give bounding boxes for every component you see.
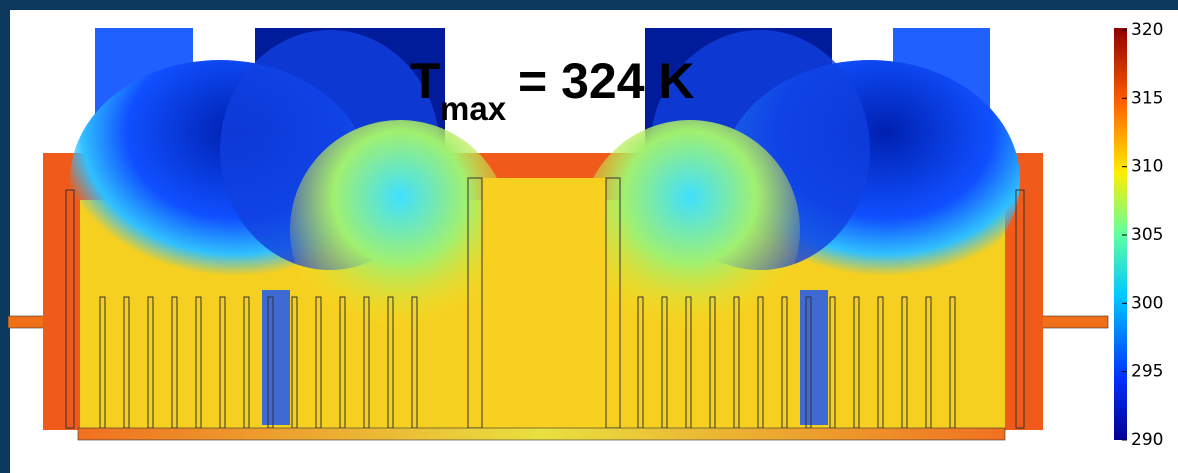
colorbar-tick-label: 320 <box>1131 20 1163 40</box>
colorbar-tick-label: 315 <box>1131 88 1163 108</box>
colorbar-tick-label: 300 <box>1131 293 1163 313</box>
colorbar-tick-label: 295 <box>1131 362 1163 382</box>
left-border <box>0 0 10 473</box>
top-border <box>0 0 1178 10</box>
screenshot: T max = 324 K 290 295 300 305 310 315 320 <box>0 0 1178 473</box>
colorbar-tick-label: 305 <box>1131 225 1163 245</box>
annotation-subscript: max <box>440 90 507 127</box>
colorbar <box>1114 28 1127 440</box>
annotation-symbol: T <box>410 53 441 109</box>
colorbar-tick-label: 290 <box>1131 430 1163 450</box>
colorbar-tick-label: 310 <box>1131 157 1163 177</box>
annotation-text: = 324 K <box>518 53 695 109</box>
page: T max = 324 K 290295300305310315320 (() … <box>0 0 1178 473</box>
